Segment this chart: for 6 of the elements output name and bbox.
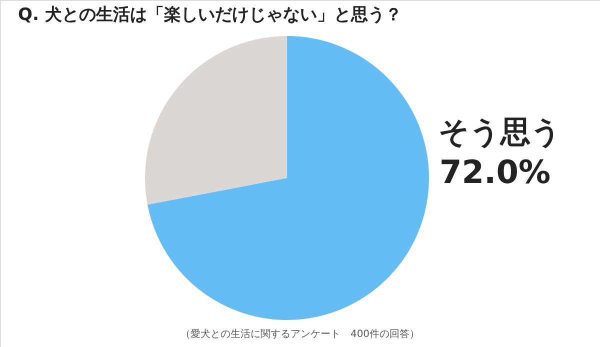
- data-label: 72.0%: [439, 153, 551, 191]
- pie-slice: [145, 36, 287, 205]
- pie-slice: [148, 36, 429, 320]
- chart-title: Q. 犬との生活は「楽しいだけじゃない」と思う？: [18, 5, 402, 25]
- text: （愛犬との生活に関するアンケート 400件の回答）: [180, 328, 420, 340]
- slice-label: そう思う: [438, 115, 562, 150]
